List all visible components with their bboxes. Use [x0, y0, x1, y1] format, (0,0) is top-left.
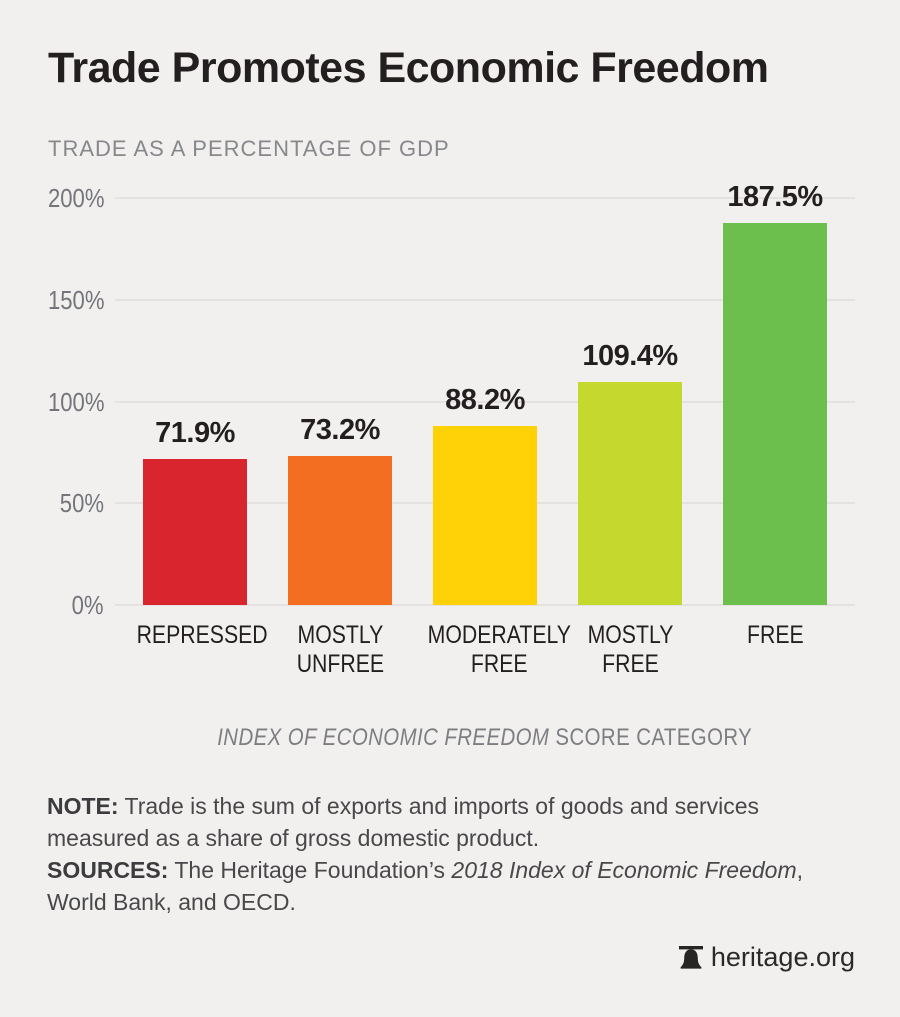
- bar-repressed: [143, 458, 247, 605]
- plot-area: 71.9% 73.2% 88.2% 109.4% 187.5%: [115, 183, 855, 606]
- footer: heritage.org: [678, 942, 855, 973]
- sources-italic: 2018 Index of Economic Freedom: [451, 857, 797, 883]
- x-axis-title-text: INDEX OF ECONOMIC FREEDOM SCORE CATEGORY: [218, 724, 753, 752]
- y-tick-label: 150%: [47, 284, 104, 315]
- bar-moderately-free: [433, 425, 537, 605]
- sources-label: SOURCES:: [47, 857, 169, 883]
- note-paragraph: NOTE: Trade is the sum of exports and im…: [47, 790, 831, 854]
- bar-group: 109.4%: [578, 342, 682, 605]
- bar-value-label: 109.4%: [582, 340, 678, 373]
- note-text: Trade is the sum of exports and imports …: [47, 793, 760, 851]
- gridline: [115, 604, 855, 606]
- bar-free: [723, 223, 827, 605]
- sources-prefix: The Heritage Foundation’s: [168, 857, 452, 883]
- bar-group: 71.9%: [143, 416, 247, 605]
- x-axis-title-italic: INDEX OF ECONOMIC FREEDOM: [217, 724, 550, 751]
- footer-site-label: heritage.org: [710, 942, 855, 972]
- bar-mostly-unfree: [288, 456, 392, 605]
- y-tick-label: 200%: [47, 183, 104, 213]
- chart-subtitle: TRADE AS A PERCENTAGE OF GDP: [48, 136, 450, 161]
- x-axis-labels: REPRESSED MOSTLY UNFREE MODERATELY FREE MOSTL…: [115, 621, 855, 679]
- y-axis-labels: 200% 150% 100% 50% 0%: [0, 184, 104, 619]
- gridline: [115, 400, 855, 403]
- x-tick-label: FREE: [746, 621, 804, 649]
- bar-mostly-free: [578, 382, 682, 605]
- bar-value-label: 71.9%: [155, 416, 235, 449]
- bar-group: 73.2%: [288, 416, 392, 605]
- gridline: [115, 197, 855, 199]
- note-label: NOTE:: [47, 793, 119, 819]
- bar-value-label: 73.2%: [300, 414, 380, 446]
- bar-value-label: 88.2%: [445, 383, 525, 416]
- x-tick-label: REPRESSED: [136, 621, 268, 649]
- bar-group: 187.5%: [723, 183, 827, 605]
- x-axis-title: INDEX OF ECONOMIC FREEDOM SCORE CATEGORY: [115, 724, 855, 752]
- y-tick-label: 0%: [72, 590, 104, 620]
- x-tick-label: MODERATELY FREE: [427, 621, 571, 678]
- page-title: Trade Promotes Economic Freedom: [48, 44, 769, 92]
- liberty-bell-icon: [678, 945, 703, 969]
- x-tick-label: MOSTLY FREE: [587, 621, 673, 678]
- y-tick-label: 50%: [59, 488, 104, 519]
- bar-group: 88.2%: [433, 383, 537, 605]
- sources-paragraph: SOURCES: The Heritage Foundation’s 2018 …: [47, 854, 831, 918]
- bar-value-label: 187.5%: [727, 181, 823, 214]
- notes-block: NOTE: Trade is the sum of exports and im…: [47, 790, 831, 918]
- x-tick-label: MOSTLY UNFREE: [296, 621, 384, 678]
- sources-suffix: , World Bank, and OECD.: [47, 857, 803, 915]
- x-axis-title-regular: SCORE CATEGORY: [549, 724, 753, 751]
- y-tick-label: 100%: [47, 386, 104, 417]
- gridline: [115, 298, 855, 301]
- bars: 71.9% 73.2% 88.2% 109.4% 187.5%: [115, 183, 855, 605]
